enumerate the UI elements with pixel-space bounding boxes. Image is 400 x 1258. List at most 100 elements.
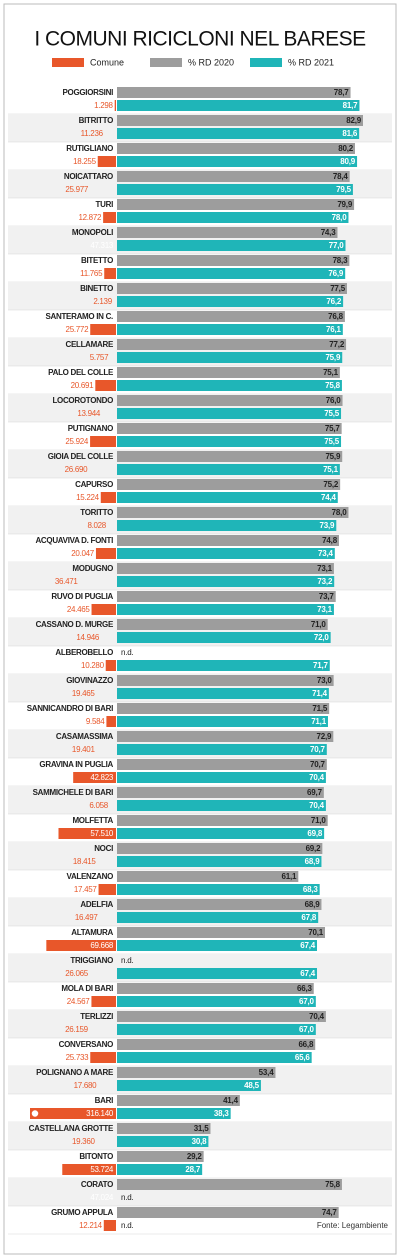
population-label: 5.757 xyxy=(90,353,109,362)
rows: POGGIORSINI 1.298 78,7 81,7 BITRITTO 11.236 82… xyxy=(8,87,392,1235)
population-label: 6.058 xyxy=(89,801,108,810)
population-label: 42.823 xyxy=(90,773,114,782)
value-label: 71,7 xyxy=(313,661,329,670)
value-label: 71,0 xyxy=(311,620,327,629)
category-label: TRIGGIANO xyxy=(70,956,113,965)
category-label: BITONTO xyxy=(79,1152,113,1161)
population-label: 47.024 xyxy=(90,1193,114,1202)
population-bar xyxy=(62,1164,116,1175)
value-label: 80,2 xyxy=(338,144,354,153)
rd-bar xyxy=(117,1207,339,1218)
population-label: 316.140 xyxy=(86,1109,114,1118)
value-label: 38,3 xyxy=(214,1109,230,1118)
rd-bar xyxy=(117,899,322,910)
population-bar xyxy=(90,436,116,447)
population-label: 25.924 xyxy=(65,437,89,446)
missing-label: n.d. xyxy=(121,1221,134,1230)
rd-bar xyxy=(117,184,353,195)
population-bar xyxy=(46,940,116,951)
legend-swatch xyxy=(150,58,182,67)
population-label: 47.313 xyxy=(90,241,114,250)
rd-bar xyxy=(117,927,326,938)
value-label: 71,1 xyxy=(311,717,327,726)
population-bar xyxy=(90,324,116,335)
population-label: 36.471 xyxy=(55,577,79,586)
value-label: 73,2 xyxy=(317,577,333,586)
population-bar xyxy=(97,156,116,167)
category-label: PALO DEL COLLE xyxy=(48,368,114,377)
category-label: ADELFIA xyxy=(80,900,113,909)
value-label: 69,8 xyxy=(307,829,323,838)
rd-bar xyxy=(117,1024,316,1035)
rd-bar xyxy=(117,800,326,811)
population-label: 9.584 xyxy=(86,717,105,726)
category-label: CASAMASSIMA xyxy=(56,732,114,741)
value-label: 76,0 xyxy=(326,396,342,405)
category-label: MOLA DI BARI xyxy=(61,984,113,993)
rd-bar xyxy=(117,632,331,643)
category-label: NOCI xyxy=(94,844,113,853)
rd-bar xyxy=(117,1052,312,1063)
value-label: 67,8 xyxy=(301,913,317,922)
value-label: 78,0 xyxy=(332,508,348,517)
population-label: 57.510 xyxy=(90,829,114,838)
value-label: 81,6 xyxy=(342,129,358,138)
rd-bar xyxy=(117,604,334,615)
value-label: 75,9 xyxy=(325,353,341,362)
value-label: 73,9 xyxy=(320,521,336,530)
category-label: GRAVINA IN PUGLIA xyxy=(39,760,113,769)
value-label: 82,9 xyxy=(346,116,362,125)
value-label: 75,7 xyxy=(325,424,341,433)
value-label: 77,2 xyxy=(329,340,345,349)
rd-bar xyxy=(117,535,339,546)
rd-bar xyxy=(117,100,360,111)
population-label: 53.724 xyxy=(90,1165,114,1174)
value-label: 30,8 xyxy=(192,1137,208,1146)
population-bar xyxy=(91,604,116,615)
rd-bar xyxy=(117,255,350,266)
legend: Comune % RD 2020 % RD 2021 xyxy=(52,57,334,67)
category-label: CELLAMARE xyxy=(65,340,113,349)
rd-bar xyxy=(117,912,319,923)
rd-bar xyxy=(117,395,343,406)
rd-bar xyxy=(117,156,358,167)
rd-bar xyxy=(117,815,328,826)
missing-label: n.d. xyxy=(121,956,134,965)
value-label: 70,1 xyxy=(308,928,324,937)
population-bar xyxy=(114,100,116,111)
value-label: 78,3 xyxy=(333,256,349,265)
category-label: GIOVINAZZO xyxy=(66,676,113,685)
rd-bar xyxy=(117,968,318,979)
value-label: 74,3 xyxy=(321,228,337,237)
rd-bar xyxy=(117,199,355,210)
category-label: TERLIZZI xyxy=(80,1012,113,1021)
value-label: 74,7 xyxy=(322,1208,338,1217)
population-bar xyxy=(103,1220,116,1231)
population-label: 12.872 xyxy=(78,213,102,222)
category-label: SANTERAMO IN C. xyxy=(45,312,113,321)
category-label: NOICATTARO xyxy=(64,172,113,181)
rd-bar xyxy=(117,772,326,783)
value-label: 74,4 xyxy=(321,493,337,502)
rd-bar xyxy=(117,1136,209,1147)
category-label: ALTAMURA xyxy=(71,928,113,937)
value-label: 67,0 xyxy=(299,997,315,1006)
population-label: 69.668 xyxy=(90,941,114,950)
value-label: 67,4 xyxy=(300,941,316,950)
legend-swatch xyxy=(52,58,84,67)
value-label: 67,4 xyxy=(300,969,316,978)
rd-bar xyxy=(117,856,322,867)
rd-bar xyxy=(117,283,347,294)
value-label: 68,9 xyxy=(305,900,321,909)
rd-bar xyxy=(117,479,341,490)
category-label: MOLFETTA xyxy=(72,816,113,825)
missing-label: n.d. xyxy=(121,1193,134,1202)
frame xyxy=(3,3,397,1255)
population-label: 20.047 xyxy=(71,549,95,558)
category-label: MONOPOLI xyxy=(72,228,113,237)
rd-bar xyxy=(117,731,334,742)
population-label: 19.401 xyxy=(72,745,96,754)
population-label: 26.159 xyxy=(65,1025,89,1034)
population-bar xyxy=(104,268,116,279)
